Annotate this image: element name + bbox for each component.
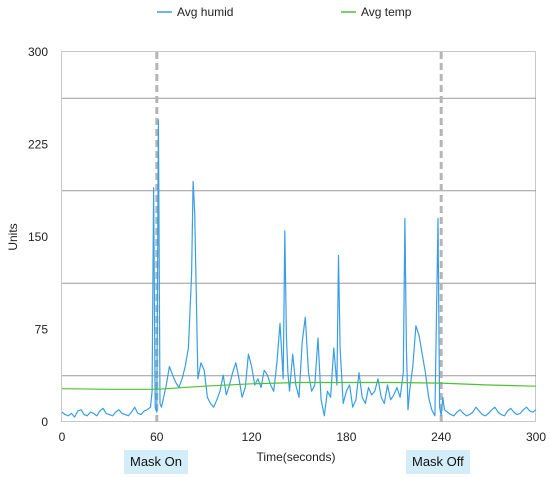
y-tick-label: 0: [41, 415, 48, 429]
series-line-avg-humid: [61, 119, 537, 418]
x-tick-label: 300: [526, 430, 546, 444]
x-tick-label: 240: [431, 430, 451, 444]
series-layer: [61, 119, 537, 418]
y-tick-label: 225: [28, 138, 48, 152]
annotation-markers: [155, 52, 443, 422]
legend-label-avg-temp: Avg temp: [361, 5, 412, 19]
legend-label-avg-humid: Avg humid: [177, 5, 233, 19]
plot-area: [61, 51, 536, 422]
mask-on-label: Mask On: [124, 450, 189, 474]
x-tick-labels: 0 60 120 180 240 300: [59, 430, 547, 444]
series-line-avg-temp: [61, 381, 537, 390]
legend: Avg humid Avg temp: [157, 5, 412, 19]
x-tick-label: 0: [59, 430, 66, 444]
y-tick-label: 150: [28, 230, 48, 244]
mask-off-label: Mask Off: [406, 450, 470, 474]
y-tick-label: 300: [28, 45, 48, 59]
x-axis-title: Time(seconds): [257, 450, 336, 464]
y-axis-title: Units: [6, 223, 20, 250]
x-tick-label: 120: [242, 430, 262, 444]
x-tick-label: 60: [150, 430, 164, 444]
gridlines: [62, 97, 536, 377]
y-tick-label: 75: [35, 323, 49, 337]
x-tick-label: 180: [336, 430, 356, 444]
y-tick-labels: 0 75 150 225 300: [28, 45, 48, 429]
